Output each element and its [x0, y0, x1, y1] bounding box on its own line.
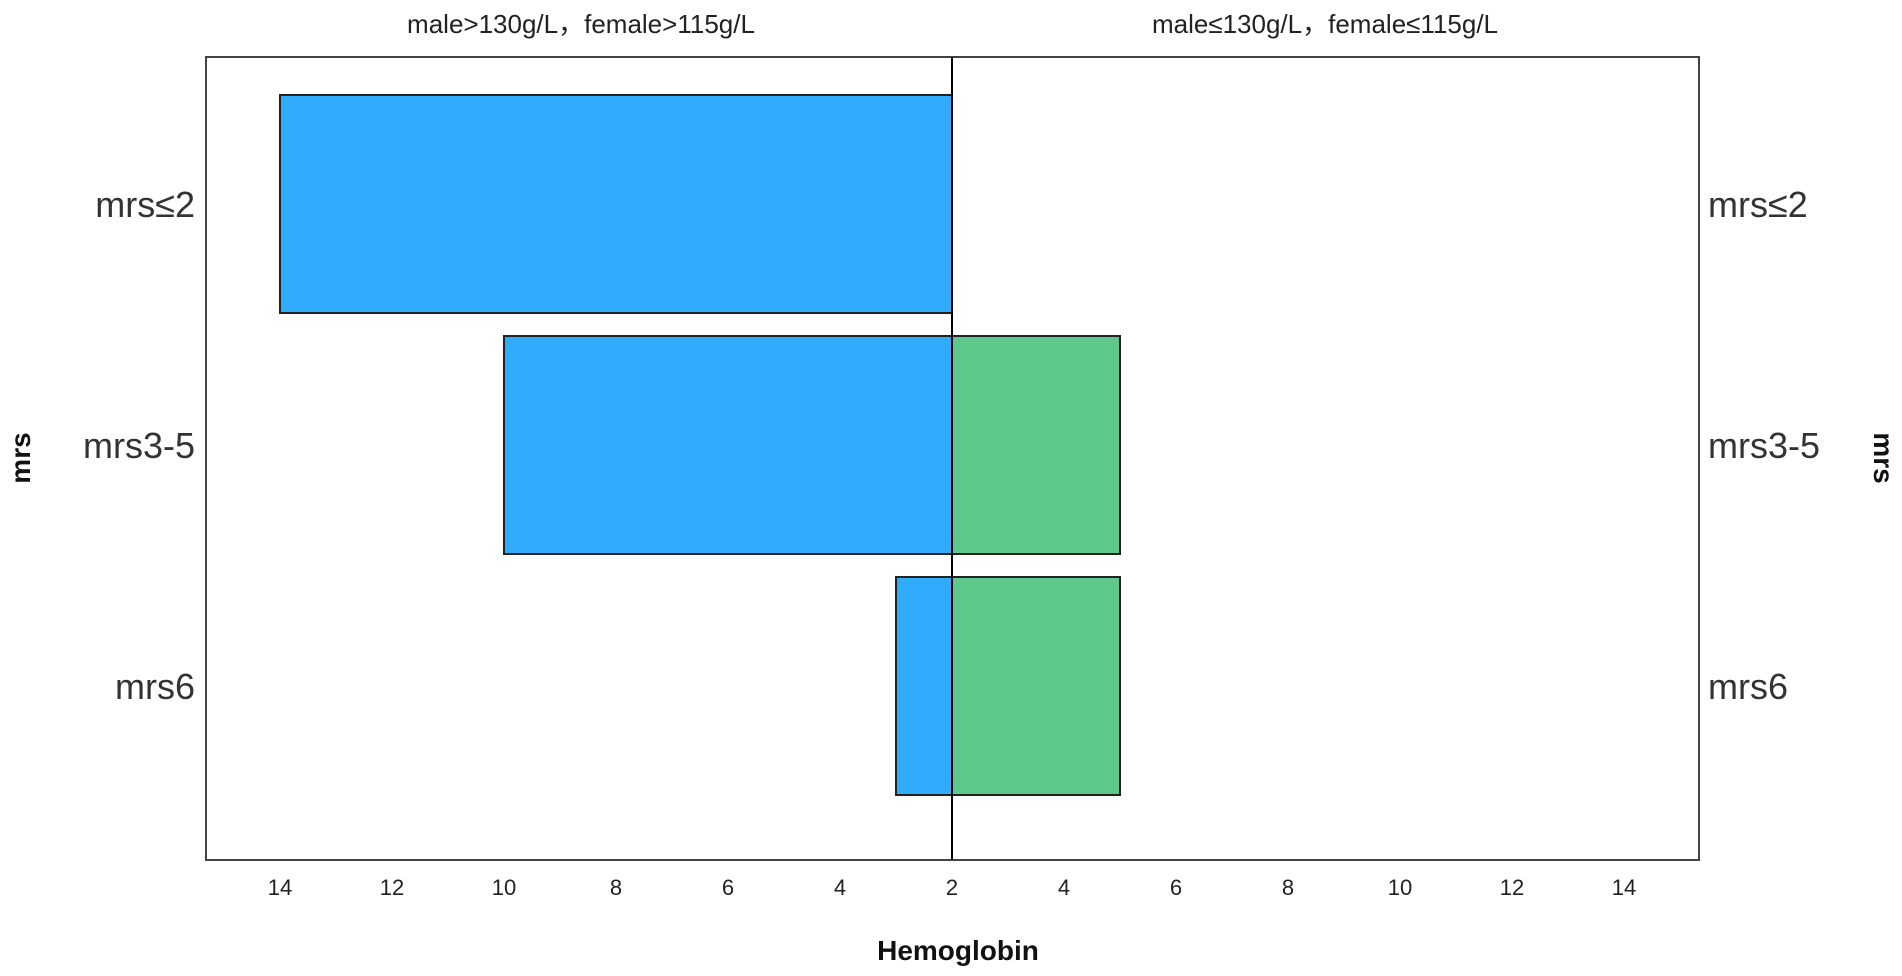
tick-label-right-14: 14	[1612, 875, 1636, 900]
tick-label-left-10: 10	[492, 875, 516, 900]
bar-left-mrs6	[895, 576, 953, 796]
x-axis-title: Hemoglobin	[877, 935, 1039, 966]
tick-label-left-2: 2	[946, 875, 958, 900]
tick-label-left-6: 6	[722, 875, 734, 900]
tick-label-right-6: 6	[1170, 875, 1182, 900]
tick-labels-group: 14 12 10 8 6 4 2 4 6 8 10 12 14	[268, 875, 1636, 900]
bar-right-mrs3-5	[951, 335, 1121, 555]
tick-label-left-4: 4	[834, 875, 846, 900]
left-panel-title: male>130g/L，female>115g/L	[407, 9, 755, 39]
tick-label-right-12: 12	[1500, 875, 1524, 900]
category-label-left-mrs6: mrs6	[115, 666, 195, 707]
y-axis-title-right: mrs	[1868, 432, 1899, 483]
bar-left-mrs-2	[279, 94, 953, 314]
bars-group	[279, 57, 1121, 860]
category-label-left-mrs-2: mrs≤2	[95, 184, 195, 225]
category-label-right-mrs-2: mrs≤2	[1708, 184, 1808, 225]
right-panel-title: male≤130g/L，female≤115g/L	[1152, 9, 1498, 39]
tick-label-left-12: 12	[380, 875, 404, 900]
bar-right-mrs6	[951, 576, 1121, 796]
tick-label-left-8: 8	[610, 875, 622, 900]
tick-label-right-4: 4	[1058, 875, 1070, 900]
tick-label-right-10: 10	[1388, 875, 1412, 900]
category-label-left-mrs3-5: mrs3-5	[83, 425, 195, 466]
y-axis-title-left: mrs	[5, 432, 36, 483]
tick-label-right-8: 8	[1282, 875, 1294, 900]
category-label-right-mrs3-5: mrs3-5	[1708, 425, 1820, 466]
bar-left-mrs3-5	[503, 335, 953, 555]
category-labels-group: mrs≤2 mrs≤2 mrs3-5 mrs3-5 mrs6 mrs6	[83, 184, 1820, 707]
tick-label-left-14: 14	[268, 875, 292, 900]
category-label-right-mrs6: mrs6	[1708, 666, 1788, 707]
